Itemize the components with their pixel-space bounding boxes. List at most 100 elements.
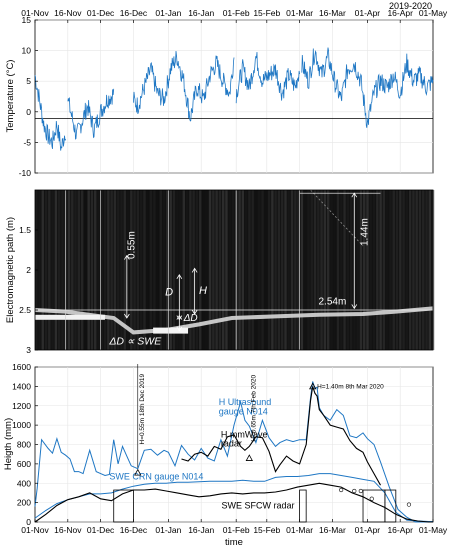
radargram-bright-segment bbox=[35, 314, 105, 320]
radargram-streak bbox=[195, 190, 199, 350]
radargram-streak bbox=[123, 190, 126, 350]
label-delta-d: ΔD bbox=[183, 313, 198, 324]
radargram-streak bbox=[346, 190, 350, 350]
radargram-streak bbox=[44, 190, 48, 350]
temperature-x-tick-label: 01-Dec bbox=[87, 8, 115, 18]
radargram-streak bbox=[313, 190, 317, 350]
radargram-streak bbox=[277, 190, 281, 350]
height-y-tick-label: 200 bbox=[17, 498, 31, 508]
height-y-tick-label: 800 bbox=[17, 440, 31, 450]
radargram-streak bbox=[389, 190, 392, 350]
temperature-x-tick-label: 01-Apr bbox=[355, 8, 381, 18]
radargram-streak bbox=[110, 190, 113, 350]
label-delta-d-swe: ΔD ∝ SWE bbox=[108, 335, 162, 347]
radargram-streak bbox=[349, 190, 353, 350]
radargram-streak bbox=[385, 190, 389, 350]
radargram-streak bbox=[340, 190, 343, 350]
radargram-streak bbox=[133, 190, 136, 350]
radargram-streak bbox=[48, 190, 51, 350]
radargram-streak bbox=[61, 190, 64, 350]
height-y-tick-label: 1000 bbox=[12, 420, 31, 430]
radargram-streak bbox=[166, 190, 169, 350]
ultrasound-height-line bbox=[34, 381, 433, 523]
radargram-streak bbox=[336, 190, 340, 350]
radargram-streak bbox=[208, 190, 212, 350]
height-y-tick-label: 400 bbox=[17, 478, 31, 488]
label-055m: 0.55m bbox=[127, 231, 138, 259]
sfcw-gap-outline bbox=[113, 489, 134, 523]
radargram-streak bbox=[159, 190, 163, 350]
temperature-series bbox=[34, 47, 434, 151]
label-h-dec: H=0.55m 18th Dec 2019 bbox=[139, 373, 146, 444]
radargram-streak bbox=[182, 190, 186, 350]
radargram-streak bbox=[330, 190, 333, 350]
radargram-streak bbox=[107, 190, 110, 350]
height-y-tick-label: 1400 bbox=[12, 381, 31, 391]
radargram-streak bbox=[258, 190, 261, 350]
height-x-tick-label: 01-Nov bbox=[21, 525, 49, 535]
temperature-line bbox=[34, 75, 66, 151]
radargram-streak bbox=[120, 190, 123, 350]
temperature-x-tick-label: 16-Apr bbox=[387, 8, 413, 18]
radargram-streak bbox=[379, 190, 382, 350]
radargram-streak bbox=[202, 190, 205, 350]
height-x-label: time bbox=[225, 537, 243, 548]
height-x-tick-label: 16-Nov bbox=[54, 525, 82, 535]
radargram-streak bbox=[402, 190, 405, 350]
radargram-streak bbox=[333, 190, 336, 350]
arrow-h-head bbox=[191, 309, 198, 315]
radargram-streak bbox=[94, 190, 97, 350]
arrow-h-head bbox=[191, 267, 198, 273]
height-x-ticks: 01-Nov 16-Nov 01-Dec 16-Dec 01-Jan 16-Jan 01-F… bbox=[21, 519, 448, 535]
height-y-label: Heigth (mm) bbox=[3, 418, 14, 470]
radargram-streak bbox=[307, 190, 310, 350]
label-sfcw-swe: SWE SFCW radar bbox=[222, 500, 295, 510]
radargram-streak bbox=[97, 190, 100, 350]
temperature-axes-frame bbox=[34, 19, 434, 174]
radargram-streak bbox=[376, 190, 379, 350]
radargram-streak bbox=[41, 190, 44, 350]
radargram-streak bbox=[162, 190, 166, 350]
height-y-tick-label: 1200 bbox=[12, 401, 31, 411]
radargram-streak bbox=[146, 190, 149, 350]
temperature-y-tick-label: 10 bbox=[22, 46, 32, 56]
radargram-bright-segment bbox=[153, 327, 189, 334]
radargram-streak bbox=[271, 190, 274, 350]
radargram-streak bbox=[356, 190, 359, 350]
sfcw-gap-outline bbox=[299, 489, 307, 523]
radargram-streak bbox=[189, 190, 192, 350]
height-x-tick-label: 16-Apr bbox=[387, 525, 413, 535]
arrow-144-head bbox=[351, 304, 358, 310]
radargram-streak bbox=[290, 190, 294, 350]
temperature-line bbox=[301, 47, 434, 128]
radargram-streak bbox=[54, 190, 58, 350]
sfcw-outlier-point bbox=[358, 488, 363, 494]
radargram-streak bbox=[261, 190, 264, 350]
label-ultrasound-2: gauge N014 bbox=[219, 406, 268, 416]
radargram-streak bbox=[284, 190, 287, 350]
temperature-y-label: Temperature (°C) bbox=[5, 60, 16, 133]
label-crn-swe: SWE CRN gauge N014 bbox=[109, 471, 203, 481]
radargram-streak bbox=[153, 190, 156, 350]
radargram-y-tick-label: 2 bbox=[26, 265, 31, 275]
radargram-streak bbox=[87, 190, 90, 350]
height-x-tick-label: 01-Apr bbox=[355, 525, 381, 535]
radargram-streak bbox=[139, 190, 143, 350]
arrow-delta-d-head bbox=[176, 326, 183, 332]
radargram-streak bbox=[369, 190, 372, 350]
temperature-y-tick-label: 5 bbox=[26, 76, 31, 86]
temperature-x-ticks: 01-Nov 16-Nov 01-Dec 16-Dec 01-Jan 16-Jan 01-F… bbox=[21, 8, 448, 23]
label-mmwave: H mmWave bbox=[221, 430, 268, 440]
height-x-tick-label: 01-May bbox=[419, 525, 448, 535]
height-x-tick-label: 15-Feb bbox=[253, 525, 280, 535]
radargram-gridlines bbox=[35, 190, 433, 350]
height-x-tick-label: 01-Jan bbox=[155, 525, 181, 535]
sfcw-outlier-point bbox=[406, 502, 412, 507]
radargram-streak bbox=[251, 190, 254, 350]
label-mmwave-2: radar bbox=[221, 438, 242, 448]
radargram-streak bbox=[310, 190, 313, 350]
label-144m: 1.44m bbox=[359, 218, 370, 246]
radargram-streak bbox=[185, 190, 189, 350]
